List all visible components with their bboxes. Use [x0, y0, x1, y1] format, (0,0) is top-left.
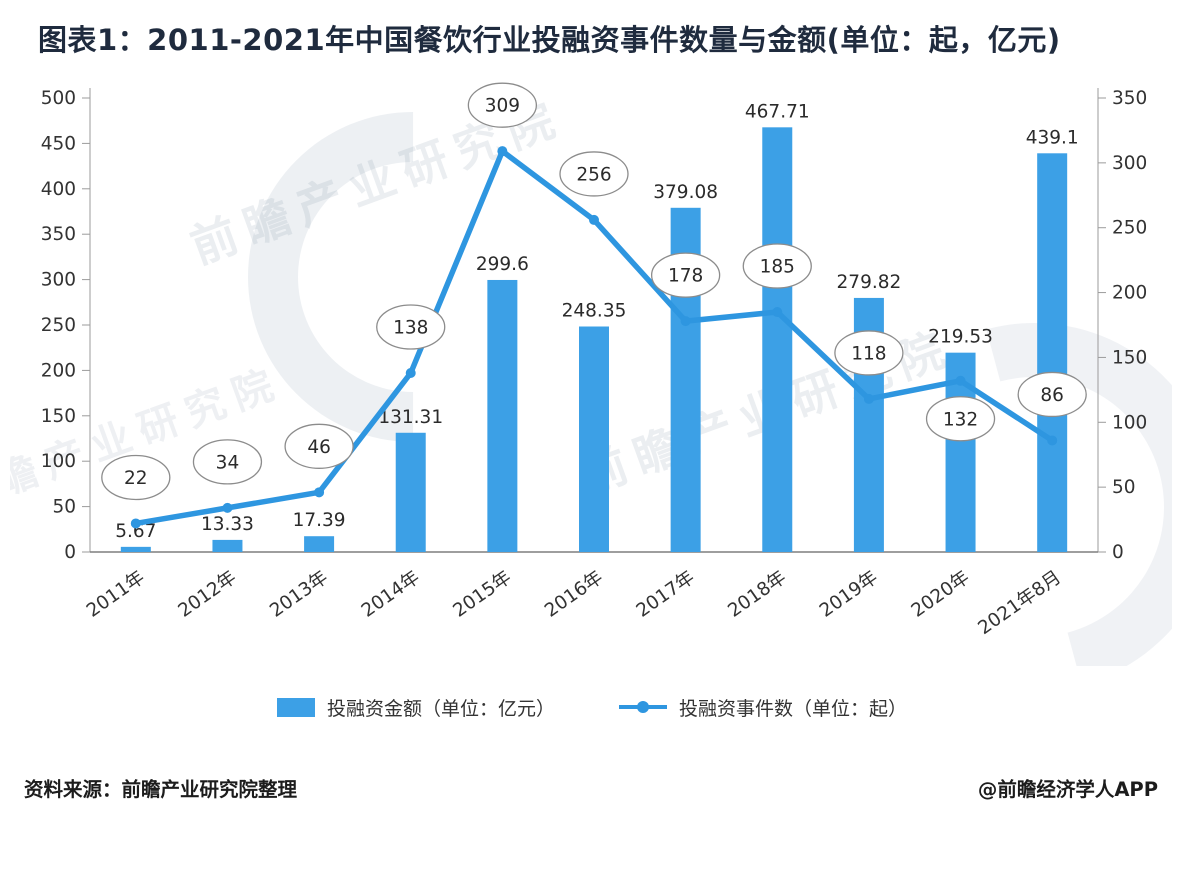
right-axis-tick-label: 250: [1112, 217, 1147, 238]
count-label: 256: [576, 164, 611, 185]
bar-value-label: 379.08: [653, 181, 718, 202]
count-label: 118: [851, 343, 886, 364]
bar-2015年: [487, 279, 518, 552]
left-axis-tick-label: 450: [41, 133, 76, 154]
line-point: [497, 145, 508, 156]
left-axis-tick-label: 500: [41, 88, 76, 109]
line-point: [405, 367, 416, 378]
bar-value-label: 248.35: [562, 300, 627, 321]
count-label: 46: [307, 437, 331, 458]
left-axis-tick-label: 50: [52, 496, 76, 517]
bar-value-label: 279.82: [837, 272, 902, 293]
right-axis-tick-label: 50: [1112, 477, 1136, 498]
line-point: [1047, 435, 1058, 446]
count-label: 34: [216, 452, 240, 473]
bar-2011年: [120, 546, 151, 552]
count-bubble: [742, 243, 812, 289]
count-bubble: [650, 252, 721, 298]
line-point: [863, 393, 874, 404]
line-swatch-icon: [619, 701, 667, 714]
bar-2012年: [212, 539, 243, 552]
x-axis-label: 2011年: [83, 567, 149, 622]
right-axis-tick-label: 100: [1112, 412, 1147, 433]
combo-chart: 0 50 100 150 200 250 300 350 400 450 500 0 50 100 150 2…: [41, 82, 1147, 639]
x-axis-label: 2021年8月: [974, 567, 1065, 639]
count-bubble: [101, 454, 171, 500]
count-bubble: [467, 82, 538, 128]
footer: 资料来源：前瞻产业研究院整理 @前瞻经济学人APP: [24, 773, 1158, 802]
count-bubble: [284, 423, 354, 469]
left-axis-tick-label: 100: [41, 451, 76, 472]
x-axis-label: 2017年: [633, 567, 699, 622]
bar-value-label: 439.1: [1026, 127, 1079, 148]
count-bubble: [192, 438, 263, 485]
legend-label-count: 投融资事件数（单位：起）: [679, 697, 908, 720]
x-axis-label: 2013年: [266, 567, 332, 622]
right-axis-tick-label: 300: [1112, 153, 1147, 174]
legend-item-amount: 投融资金额（单位：亿元）: [276, 694, 555, 721]
bar-value-label: 13.33: [201, 514, 254, 535]
line-point: [680, 315, 691, 326]
chart-page: 图表1：2011-2021年中国餐饮行业投融资事件数量与金额(单位：起，亿元) …: [0, 22, 1184, 802]
right-axis-tick-label: 200: [1112, 282, 1147, 303]
left-axis-tick-label: 200: [41, 360, 76, 381]
count-bubble: [559, 150, 629, 197]
line-point: [130, 518, 141, 529]
line-point: [222, 502, 233, 513]
bar-value-label: 219.53: [928, 326, 993, 347]
bar-value-label: 131.31: [378, 406, 443, 427]
bar-value-label: 467.71: [745, 101, 810, 122]
source-note: 资料来源：前瞻产业研究院整理: [24, 777, 298, 801]
bar-2014年: [395, 432, 426, 552]
x-axis-label: 2012年: [175, 567, 241, 622]
credit-note: @前瞻经济学人APP: [977, 777, 1158, 801]
line-point: [589, 214, 599, 225]
left-axis-tick-label: 0: [64, 542, 76, 563]
bar-2018年: [762, 127, 793, 552]
bar-2013年: [304, 535, 335, 552]
x-axis-label: 2014年: [358, 567, 424, 622]
count-label: 22: [124, 468, 148, 489]
chart-title: 图表1：2011-2021年中国餐饮行业投融资事件数量与金额(单位：起，亿元): [38, 23, 1061, 57]
count-label: 309: [485, 95, 520, 116]
count-label: 178: [668, 265, 703, 286]
right-axis-tick-label: 350: [1112, 88, 1147, 109]
bar-swatch-icon: [276, 697, 315, 717]
line-point: [955, 375, 966, 386]
count-label: 86: [1040, 385, 1064, 406]
right-axis-tick-label: 0: [1112, 542, 1124, 563]
left-axis-tick-label: 400: [41, 178, 76, 199]
x-axis-label: 2015年: [449, 567, 515, 622]
left-axis-tick-label: 150: [41, 405, 76, 426]
bar-value-label: 299.6: [476, 254, 529, 275]
left-axis-tick-label: 350: [41, 224, 76, 245]
bar-value-label: 17.39: [293, 510, 346, 531]
count-bubble: [925, 395, 996, 442]
x-axis-label: 2020年: [908, 567, 974, 622]
bar-2016年: [579, 326, 609, 552]
count-bubble: [376, 304, 446, 350]
left-axis-tick-label: 300: [41, 269, 76, 290]
line-point: [314, 487, 325, 498]
line-dot-icon: [637, 701, 649, 714]
count-bubble: [1017, 371, 1087, 417]
count-label: 132: [943, 409, 978, 430]
line-point: [772, 306, 783, 317]
count-label: 138: [393, 317, 428, 338]
right-axis-tick-label: 150: [1112, 347, 1147, 368]
legend-label-amount: 投融资金额（单位：亿元）: [326, 697, 555, 720]
legend-item-count: 投融资事件数（单位：起）: [619, 694, 907, 721]
x-axis-label: 2016年: [541, 567, 607, 622]
x-axis-label: 2019年: [816, 567, 882, 622]
chart-legend: 投融资金额（单位：亿元） 投融资事件数（单位：起）: [0, 694, 1184, 721]
bar-value-label: 5.67: [115, 521, 156, 542]
count-bubble: [834, 329, 904, 376]
bar-2021年8月: [1037, 152, 1068, 552]
chart-area: 前瞻产业研究院 前瞻产业研究院 前瞻产业研究院 0501001502002503…: [10, 67, 1172, 666]
x-axis-label: 2018年: [724, 567, 790, 622]
left-axis-tick-label: 250: [41, 315, 76, 336]
count-label: 185: [760, 256, 795, 277]
